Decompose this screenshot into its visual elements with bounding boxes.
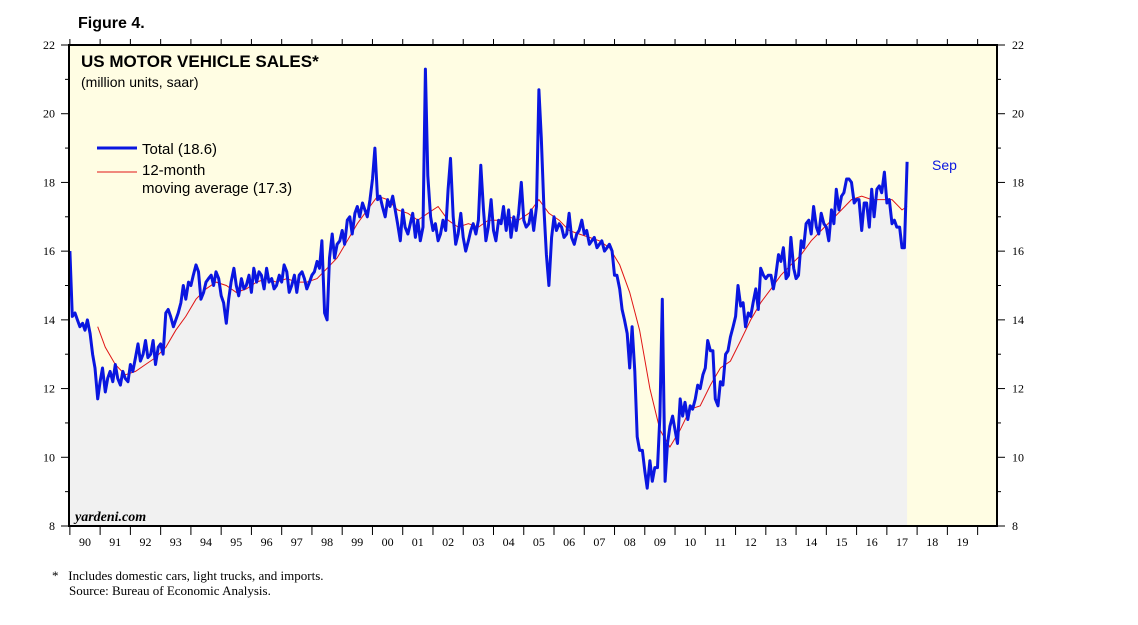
x-tick-label: 00 (382, 535, 394, 549)
y-tick-label-right: 18 (1012, 175, 1024, 189)
legend-label-moving-average-line1: 12-month (142, 162, 205, 179)
chart-subtitle: (million units, saar) (81, 74, 198, 90)
x-tick-label: 07 (593, 535, 605, 549)
y-tick-label-right: 20 (1012, 107, 1024, 121)
x-tick-label: 03 (472, 535, 484, 549)
y-tick-label-left: 18 (43, 175, 55, 189)
x-tick-label: 05 (533, 535, 545, 549)
x-tick-label: 12 (745, 535, 757, 549)
x-tick-label: 98 (321, 535, 333, 549)
y-tick-label-left: 14 (43, 313, 55, 327)
x-tick-label: 16 (866, 535, 878, 549)
y-tick-label-right: 22 (1012, 38, 1024, 52)
annotation-sep: Sep (932, 157, 957, 173)
x-tick-label: 18 (926, 535, 938, 549)
chart-title: US MOTOR VEHICLE SALES* (81, 52, 319, 71)
total-area-fill (69, 69, 908, 526)
y-tick-label-right: 14 (1012, 313, 1024, 327)
x-tick-label: 19 (957, 535, 969, 549)
x-tick-label: 08 (624, 535, 636, 549)
x-tick-label: 94 (200, 535, 212, 549)
x-tick-label: 96 (261, 535, 273, 549)
x-tick-label: 13 (775, 535, 787, 549)
legend: Total (18.6) 12-month moving average (17… (97, 141, 292, 197)
x-tick-label: 91 (109, 535, 121, 549)
footnote: * Includes domestic cars, light trucks, … (52, 568, 324, 598)
footnote-note: Includes domestic cars, light trucks, an… (68, 568, 324, 583)
x-tick-label: 95 (230, 535, 242, 549)
y-tick-label-left: 16 (43, 244, 55, 258)
y-tick-label-left: 20 (43, 107, 55, 121)
y-tick-label-right: 16 (1012, 244, 1024, 258)
x-tick-label: 93 (170, 535, 182, 549)
x-tick-label: 04 (503, 535, 515, 549)
x-tick-label: 01 (412, 535, 424, 549)
y-tick-label-left: 22 (43, 38, 55, 52)
figure-label: Figure 4. (78, 15, 145, 32)
x-tick-label: 02 (442, 535, 454, 549)
footnote-source: Source: Bureau of Economic Analysis. (69, 583, 271, 598)
x-tick-label: 10 (684, 535, 696, 549)
x-tick-label: 99 (351, 535, 363, 549)
y-tick-label-right: 10 (1012, 450, 1024, 464)
footnote-marker: * (52, 568, 59, 583)
footnote-line-1: * Includes domestic cars, light trucks, … (52, 568, 324, 583)
x-tick-label: 09 (654, 535, 666, 549)
y-tick-label-right: 8 (1012, 519, 1018, 533)
x-tick-label: 90 (79, 535, 91, 549)
legend-label-moving-average-line2: moving average (17.3) (142, 180, 292, 197)
x-tick-label: 92 (140, 535, 152, 549)
x-tick-label: 17 (896, 535, 908, 549)
x-tick-label: 14 (805, 535, 817, 549)
y-axis-ticks: 8 8 10 10 12 12 14 14 16 16 18 18 20 20 22 22 (43, 38, 1024, 533)
x-tick-label: 15 (836, 535, 848, 549)
y-tick-label-left: 12 (43, 382, 55, 396)
series-line-total (68, 67, 909, 490)
y-tick-label-left: 10 (43, 450, 55, 464)
legend-label-total: Total (18.6) (142, 141, 217, 158)
legend-label-moving-average: 12-month moving average (17.3) (142, 162, 292, 197)
plot-frame (68, 44, 998, 527)
y-tick-label-left: 8 (49, 519, 55, 533)
x-tick-label: 06 (563, 535, 575, 549)
x-tick-label: 11 (715, 535, 727, 549)
y-tick-label-right: 12 (1012, 382, 1024, 396)
watermark-yardeni: yardeni.com (73, 510, 146, 525)
x-tick-label: 97 (291, 535, 303, 549)
